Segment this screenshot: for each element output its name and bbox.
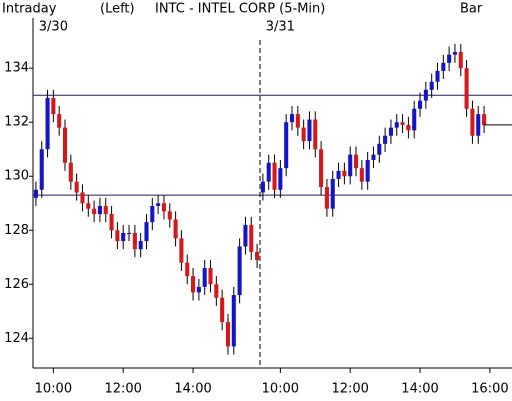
x-tick-label: 14:00 <box>401 382 438 397</box>
candle-body <box>39 149 44 190</box>
candle-body <box>51 97 56 115</box>
candle-body <box>359 168 364 182</box>
candle-body <box>418 100 423 109</box>
candle-body <box>289 114 295 123</box>
candle-body <box>109 214 114 231</box>
candle-body <box>307 119 312 142</box>
candle-body <box>476 114 481 136</box>
candle-body <box>412 108 417 131</box>
candle-body <box>423 89 428 101</box>
candle-body <box>156 203 161 206</box>
candle-body <box>342 170 347 177</box>
candle-body <box>196 286 201 293</box>
candle-body <box>150 205 155 223</box>
candle-body <box>447 54 452 63</box>
candle-body <box>202 268 207 287</box>
candle-body <box>115 230 120 242</box>
candle-body <box>214 284 219 298</box>
candle-body <box>260 181 265 193</box>
candle-body <box>266 162 271 182</box>
candle-body <box>103 205 108 215</box>
y-tick-label: 126 <box>4 277 29 292</box>
candle-body <box>371 154 376 161</box>
candle-body <box>80 192 85 204</box>
candle-body <box>284 122 289 169</box>
candle-body <box>406 124 411 131</box>
candle-body <box>429 81 434 90</box>
candle-body <box>138 241 143 250</box>
y-tick-label: 124 <box>4 331 29 346</box>
y-tick-label: 134 <box>4 61 29 76</box>
candle-body <box>301 127 306 142</box>
mode-label: Intraday <box>2 2 57 17</box>
x-tick-label: 10:00 <box>262 382 299 397</box>
x-tick-label: 14:00 <box>174 382 211 397</box>
candle-body <box>68 162 73 182</box>
candle-body <box>255 251 260 260</box>
candle-body <box>208 268 213 285</box>
candle-body <box>394 122 399 128</box>
candle-body <box>185 262 190 277</box>
x-tick-label: 12:00 <box>331 382 368 397</box>
candle-body <box>225 322 231 347</box>
candle-body <box>278 168 283 190</box>
candle-body <box>313 119 318 150</box>
x-tick-label: 12:00 <box>104 382 141 397</box>
candle-body <box>243 224 248 247</box>
candle-body <box>383 135 388 144</box>
candle-body <box>464 68 469 109</box>
date-label: 3/31 <box>266 20 295 35</box>
candle-body <box>237 246 242 296</box>
candle-body <box>249 224 254 252</box>
candle-body <box>324 187 329 209</box>
candle-body <box>62 127 68 163</box>
candle-body <box>144 222 149 242</box>
candle-body <box>126 232 132 234</box>
candle-body <box>74 181 79 193</box>
candle-body <box>45 97 50 150</box>
x-tick-label: 10:00 <box>35 382 72 397</box>
candle-body <box>231 295 236 347</box>
candle-body <box>167 211 172 220</box>
chart-title: INTC - INTEL CORP (5-Min) <box>155 2 325 17</box>
candle-body <box>435 70 440 82</box>
style-label: Bar <box>460 2 483 17</box>
candle-body <box>365 160 370 182</box>
candle-body <box>92 208 97 215</box>
candle-body <box>452 52 457 55</box>
candle-body <box>353 154 359 169</box>
x-tick-label: 16:00 <box>471 382 508 397</box>
candle-body <box>336 170 341 179</box>
candle-body <box>132 232 137 250</box>
candle-body <box>330 178 335 209</box>
candle-body <box>161 203 166 212</box>
candle-body <box>441 62 446 71</box>
candle-body <box>295 114 300 128</box>
candle-body <box>220 297 225 323</box>
candle-body <box>319 149 324 188</box>
candle-body <box>272 162 277 190</box>
y-tick-label: 132 <box>4 115 29 130</box>
candle-body <box>97 205 102 215</box>
candle-body <box>377 143 382 155</box>
axis-side-label: (Left) <box>100 2 135 17</box>
candle-body <box>191 276 196 293</box>
candle-body <box>470 108 475 136</box>
candle-body <box>482 114 487 125</box>
date-label: 3/30 <box>39 20 68 35</box>
candle-body <box>179 238 184 263</box>
candle-body <box>33 189 38 198</box>
candle-body <box>458 52 463 69</box>
candle-body <box>86 203 91 209</box>
candle-body <box>388 127 393 136</box>
candle-body <box>400 122 405 125</box>
candle-body <box>173 219 178 239</box>
candle-body <box>121 232 126 242</box>
y-tick-label: 130 <box>4 169 29 184</box>
candle-body <box>348 154 353 177</box>
candle-body <box>57 114 62 128</box>
y-tick-label: 128 <box>4 223 29 238</box>
